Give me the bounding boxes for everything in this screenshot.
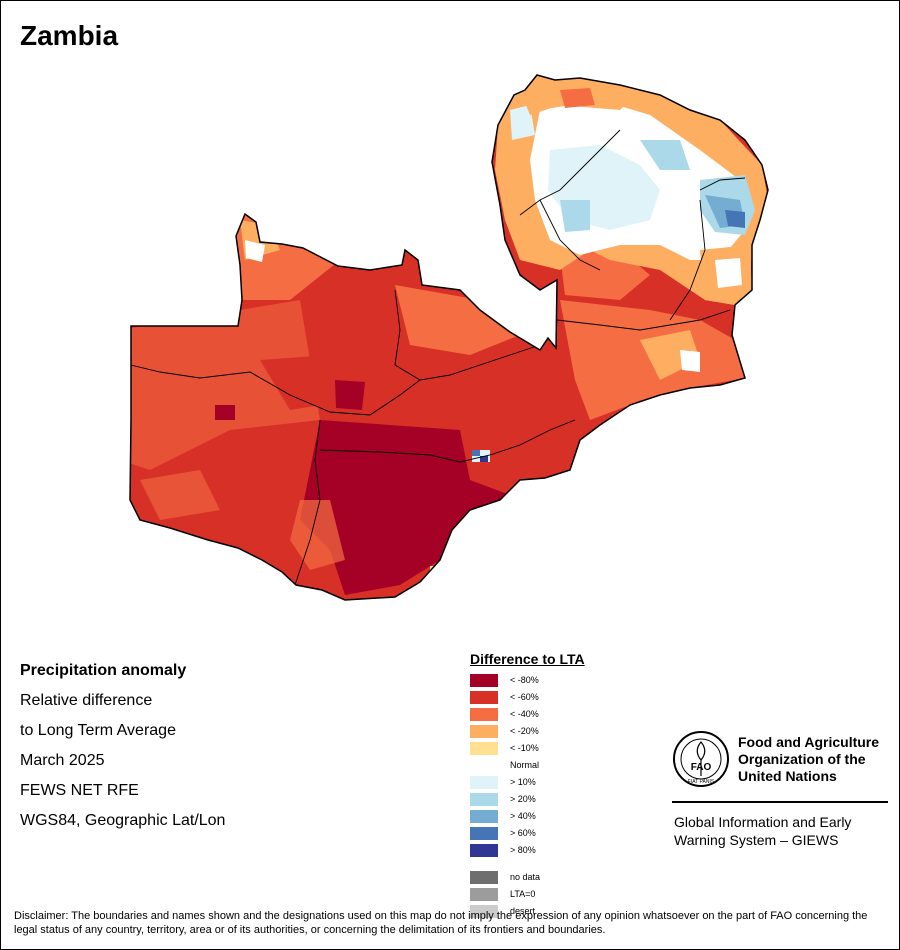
legend-swatch [470,843,498,857]
legend-title: Difference to LTA [470,651,585,667]
legend-label: > 20% [510,794,536,804]
fao-logo-text: FAO [691,762,712,773]
fao-logo: FAO FIAT PANIS [673,731,729,787]
legend-item: > 40% [470,809,536,823]
legend-swatch [470,673,498,687]
info-projection: WGS84, Geographic Lat/Lon [20,812,226,829]
giews-name: Global Information and Early Warning Sys… [674,814,852,848]
fao-name: Food and Agriculture Organization of the… [738,734,880,784]
legend-item: LTA=0 [470,887,535,901]
legend-label: < -40% [510,709,539,719]
legend-swatch [470,724,498,738]
legend-label: < -60% [510,692,539,702]
legend-swatch [470,887,498,901]
fao-logo-motto: FIAT PANIS [688,779,715,785]
legend-swatch [470,690,498,704]
legend-label: Normal [510,760,540,770]
legend-label: > 80% [510,845,536,855]
map-title: Zambia [20,20,119,51]
legend-swatch [470,792,498,806]
legend-swatch [470,741,498,755]
info-line1: Relative difference [20,692,153,709]
legend-label: LTA=0 [510,889,536,899]
legend-item: > 60% [470,826,536,840]
map-info: Precipitation anomaly Relative differenc… [20,656,225,836]
legend-label: > 60% [510,828,536,838]
legend-swatch [470,904,498,918]
legend-item: desert [470,904,535,918]
legend-item: > 10% [470,775,536,789]
info-heading: Precipitation anomaly [20,662,187,679]
legend: Difference to LTA < -80% < -60% < -40% < -2… [470,651,585,918]
legend-swatch [470,826,498,840]
info-period: March 2025 [20,752,105,769]
legend-item: < -60% [470,690,539,704]
legend-item: Normal [470,758,539,772]
legend-label: < -20% [510,726,539,736]
legend-item: < -40% [470,707,539,721]
legend-item: > 80% [470,843,536,857]
legend-label: < -80% [510,675,539,685]
info-source: FEWS NET RFE [20,782,139,799]
legend-swatch [470,809,498,823]
legend-label: no data [510,872,541,882]
zambia-anomaly-map [129,74,769,601]
legend-swatch [470,775,498,789]
legend-item: < -10% [470,741,539,755]
legend-swatch [470,707,498,721]
legend-label: > 10% [510,777,536,787]
fao-divider [672,801,888,803]
legend-swatch [470,870,498,884]
legend-item: < -20% [470,724,539,738]
info-line2: to Long Term Average [20,722,176,739]
legend-item: no data [470,870,540,884]
disclaimer: Disclaimer: The boundaries and names sho… [14,910,868,936]
legend-item: > 20% [470,792,536,806]
legend-label: > 40% [510,811,536,821]
legend-item: < -80% [470,673,539,687]
legend-label: < -10% [510,743,539,753]
legend-swatch [470,758,498,772]
legend-label: desert [510,906,536,916]
